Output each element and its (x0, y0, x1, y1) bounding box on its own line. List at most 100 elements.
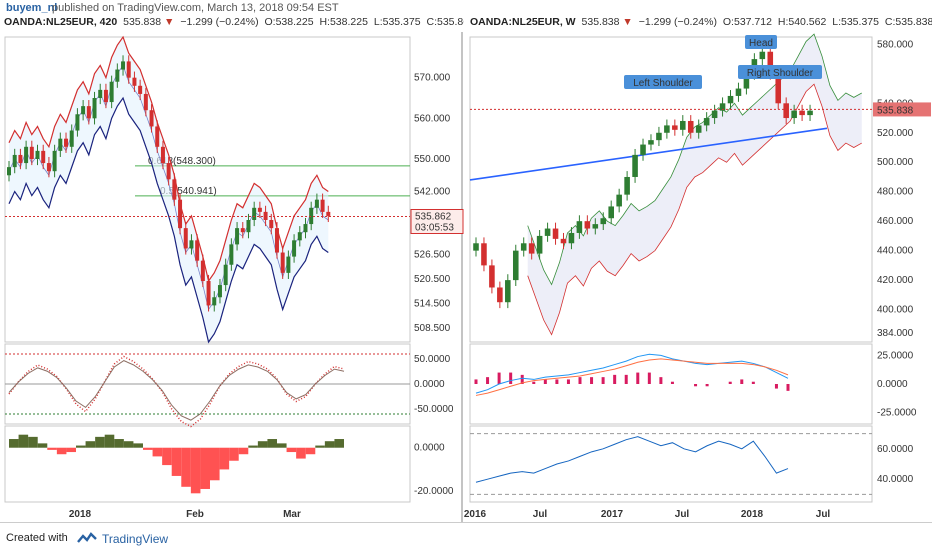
osc-y-tick: 0.0000 (414, 379, 445, 390)
left-x-tick: Mar (283, 509, 301, 520)
hist-bar (200, 447, 210, 489)
right-y-tick: 400.000 (877, 305, 914, 316)
hist-bar (296, 447, 306, 459)
candle-body (52, 150, 57, 172)
left-change: −1.299 (−0.24%) (180, 16, 259, 28)
hist-bar (56, 447, 67, 455)
right-shoulder-label-box (738, 65, 822, 79)
candle-body (520, 243, 527, 251)
candle-body (632, 154, 638, 177)
candle-body (592, 224, 599, 229)
osc-y-tick: 50.0000 (414, 354, 451, 365)
hist-bar (133, 443, 143, 448)
rsi-y-tick: 60.0000 (877, 444, 914, 455)
candle-body (719, 103, 726, 111)
right-x-tick: Jul (675, 509, 690, 520)
candle-body (189, 240, 194, 249)
right-high: H:540.562 (777, 16, 827, 28)
hist-bar (104, 434, 115, 448)
panel-rRsi (469, 425, 873, 503)
tradingview-brand[interactable]: TradingView (102, 532, 169, 546)
candle-body (217, 285, 222, 298)
rsi-line (475, 436, 789, 483)
candle-body (560, 238, 567, 244)
right-shoulder-label: Right Shoulder (747, 68, 814, 79)
hist-bar (171, 447, 182, 476)
right-y-tick: 500.000 (877, 157, 914, 168)
candle-body (206, 281, 211, 306)
author-username[interactable]: buyem_nl (6, 2, 58, 14)
right-y-tick: 440.000 (877, 246, 914, 257)
candle-body (767, 51, 774, 74)
right-price-label-box (873, 102, 931, 117)
candle-body (759, 51, 766, 60)
right-x-tick: Jul (533, 509, 548, 520)
candle-body (799, 110, 805, 116)
hist-bar (152, 447, 163, 457)
macd-hist-bar (532, 381, 536, 384)
candle-body (292, 240, 297, 257)
candle-body (711, 110, 718, 119)
cloud-span-b (527, 83, 862, 336)
candle-body (252, 207, 257, 220)
left-y-tick: 560.000 (414, 113, 451, 124)
candle-body (481, 243, 487, 266)
hist-bar (257, 441, 268, 448)
right-x-tick: Jul (816, 509, 831, 520)
candle-body (286, 256, 291, 273)
tradingview-logo-icon (77, 532, 97, 543)
candle-body (576, 221, 583, 233)
candle-body (178, 199, 183, 229)
macd-line (475, 353, 789, 394)
left-y-tick: 508.500 (414, 323, 451, 334)
macd-hist-bar (474, 379, 478, 384)
candle-body (656, 132, 662, 141)
macd-hist-bar (543, 379, 547, 384)
left-y-tick: 526.500 (414, 250, 451, 261)
candle-body (536, 235, 543, 254)
left-close: C:535.86 (426, 16, 465, 28)
candle-body (544, 228, 551, 236)
macd-hist-bar (601, 377, 605, 384)
candle-body (664, 125, 670, 133)
macd-y-tick: 25.0000 (877, 350, 914, 361)
candle-body (166, 163, 171, 180)
head-label: Head (749, 38, 773, 49)
candle-body (473, 243, 479, 251)
left-symbol[interactable]: OANDA:NL25EUR, 420 (4, 16, 118, 28)
candle-body (269, 220, 274, 229)
candle-body (200, 260, 205, 281)
fib-label: 0.5(540.941) (160, 186, 217, 197)
right-change: −1.299 (−0.24%) (638, 16, 717, 28)
candle-body (263, 211, 268, 220)
created-with-label: Created with (6, 532, 68, 544)
candle-body (616, 194, 622, 207)
right-symbol[interactable]: OANDA:NL25EUR, W (470, 16, 576, 28)
candle-body (41, 150, 46, 164)
candle-body (608, 206, 614, 219)
head-label-box (745, 35, 777, 49)
candle-body (280, 252, 285, 273)
candle-body (600, 218, 607, 225)
candle-body (680, 120, 686, 130)
charts-svg[interactable]: 570.000 560.000 550.000 542.000 526.500 520.5… (0, 32, 932, 522)
candle-body (212, 297, 217, 306)
right-last-price: 535.838 (581, 16, 620, 28)
candle-body (703, 118, 710, 126)
macd-hist-bar (520, 374, 524, 384)
candle-body (807, 110, 813, 116)
macd-hist-bar (694, 384, 698, 387)
candle-body (552, 228, 559, 239)
macd-hist-bar (486, 377, 490, 384)
macd-hist-bar (566, 379, 570, 384)
candle-body (246, 220, 251, 233)
hist-bar (334, 439, 344, 448)
candle-body (81, 106, 86, 115)
macd-hist-bar (590, 377, 594, 384)
candle-body (103, 89, 108, 103)
right-price-label-value: 535.838 (877, 105, 914, 116)
macd-hist-bar (613, 374, 617, 384)
macd-hist-bar (728, 381, 732, 384)
hist-y-tick: -20.0000 (414, 486, 454, 497)
right-open: O:537.712 (722, 16, 772, 28)
